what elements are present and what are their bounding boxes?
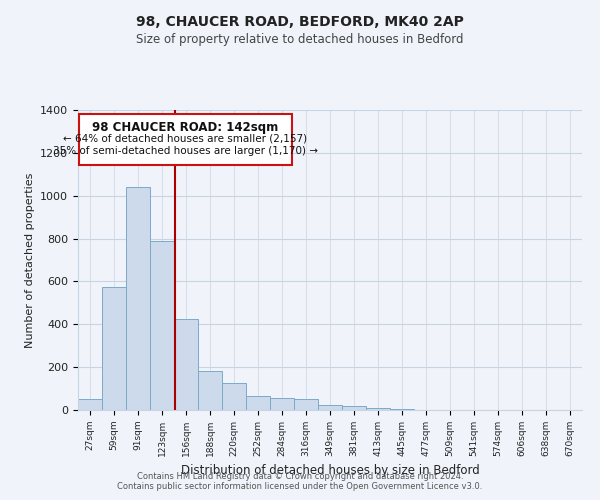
Text: Size of property relative to detached houses in Bedford: Size of property relative to detached ho… <box>136 32 464 46</box>
FancyBboxPatch shape <box>79 114 292 164</box>
Bar <box>174 319 198 410</box>
Bar <box>102 287 126 410</box>
Bar <box>342 406 366 410</box>
X-axis label: Distribution of detached houses by size in Bedford: Distribution of detached houses by size … <box>181 464 479 477</box>
Bar <box>150 240 174 410</box>
Y-axis label: Number of detached properties: Number of detached properties <box>25 172 35 348</box>
Bar <box>318 404 342 410</box>
Text: Contains HM Land Registry data © Crown copyright and database right 2024.: Contains HM Land Registry data © Crown c… <box>137 472 463 481</box>
Bar <box>78 400 102 410</box>
Text: 35% of semi-detached houses are larger (1,170) →: 35% of semi-detached houses are larger (… <box>53 146 318 156</box>
Bar <box>294 400 318 410</box>
Bar <box>246 396 270 410</box>
Bar <box>270 398 294 410</box>
Text: 98, CHAUCER ROAD, BEDFORD, MK40 2AP: 98, CHAUCER ROAD, BEDFORD, MK40 2AP <box>136 15 464 29</box>
Bar <box>390 409 414 410</box>
Text: Contains public sector information licensed under the Open Government Licence v3: Contains public sector information licen… <box>118 482 482 491</box>
Bar <box>222 383 246 410</box>
Bar <box>198 372 222 410</box>
Text: ← 64% of detached houses are smaller (2,157): ← 64% of detached houses are smaller (2,… <box>64 134 307 144</box>
Bar <box>366 408 390 410</box>
Text: 98 CHAUCER ROAD: 142sqm: 98 CHAUCER ROAD: 142sqm <box>92 121 278 134</box>
Bar <box>126 187 150 410</box>
